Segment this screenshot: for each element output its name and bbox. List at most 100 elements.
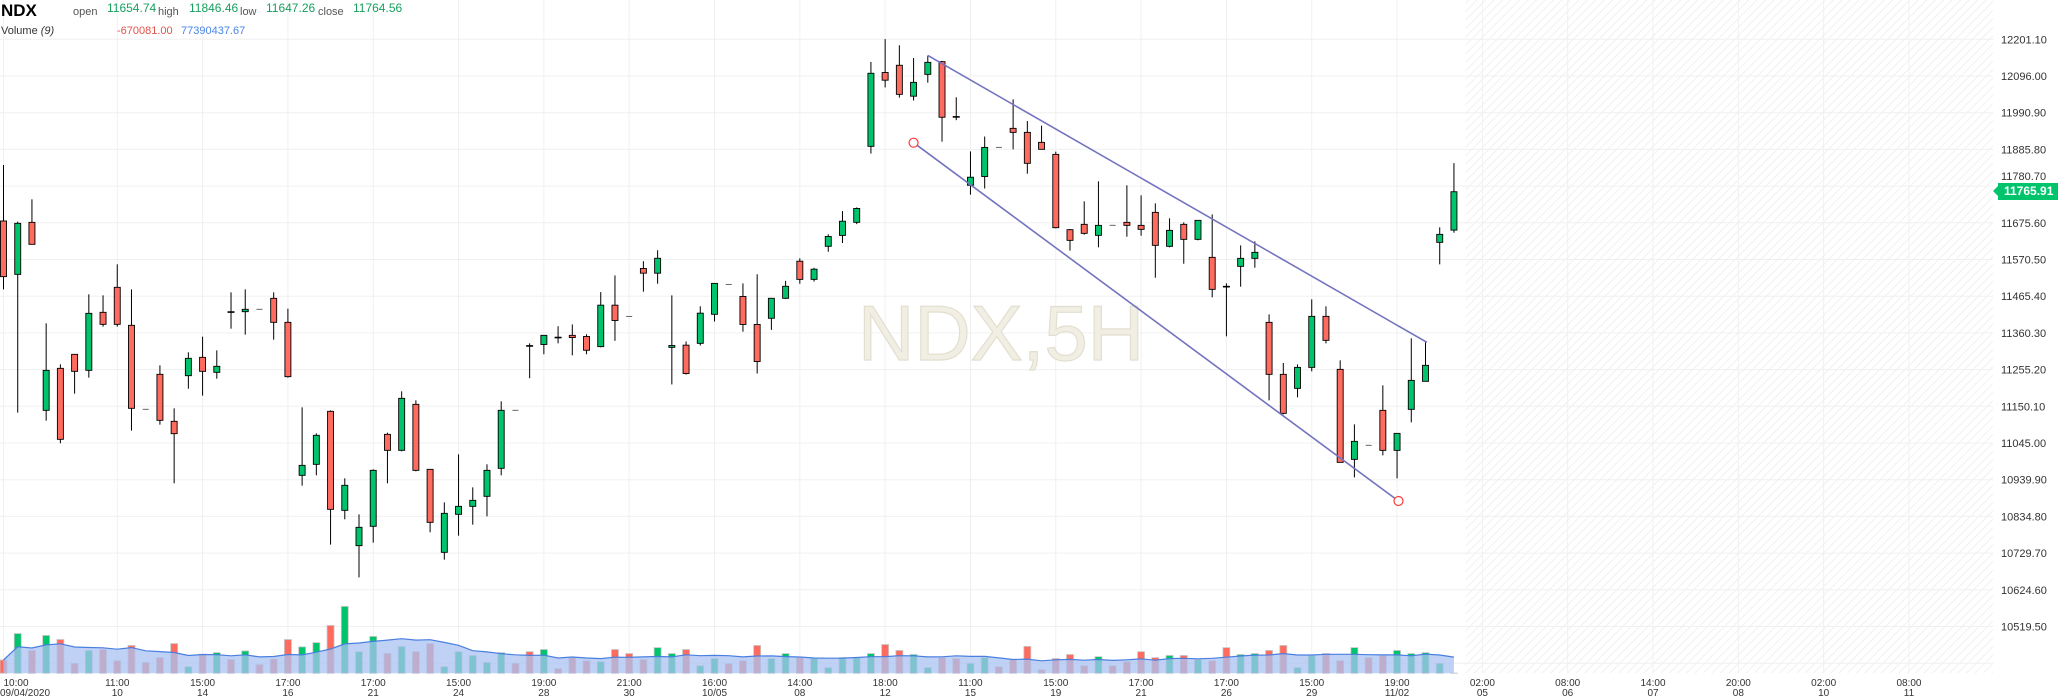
candle [42,323,50,421]
trendline[interactable] [913,142,1399,502]
candle [199,336,207,396]
candle [14,221,22,413]
date-axis-label: 12 [880,688,892,699]
candle [1379,385,1387,456]
price-axis-label: 11255.20 [2001,365,2046,377]
candle [298,407,306,486]
candle [1279,363,1287,415]
candle [1237,245,1245,287]
candle [924,55,932,83]
candle-body [1436,233,1444,243]
candle [1308,299,1316,372]
volume-ma-value: 77390437.67 [181,25,246,37]
candle-body [469,499,477,507]
candle [1151,203,1159,278]
candle [170,408,178,484]
candles [0,39,1458,578]
candle-body [938,61,946,118]
last-price-label: 11765.91 [1992,182,2059,200]
candle [853,207,861,225]
time-axis-label: 10:00 [4,678,29,689]
trendline-anchor-handle[interactable] [908,137,919,148]
candle [682,341,690,375]
candle [639,261,647,292]
candle-body [199,356,207,372]
candle-body [1023,131,1031,164]
candle-body [867,72,875,147]
candle-body [1094,224,1102,236]
candle-body [1080,223,1088,234]
candle [270,292,278,340]
date-axis-label: 21 [368,688,380,699]
date-axis-label: 24 [453,688,465,699]
open-label: open [73,6,98,18]
candle [128,289,135,431]
date-axis-label: 10/05 [702,688,727,699]
candle [327,410,335,545]
candle-body [1379,409,1387,451]
price-axis-label: 12096.00 [2001,71,2047,83]
date-axis-label: 07 [1647,688,1659,699]
candle-body [981,146,989,177]
candle [554,326,562,344]
candle-body [355,526,363,547]
time-axis-label: 18:00 [873,678,898,689]
date-axis-label: 10 [112,688,124,699]
candle-body [398,397,406,451]
price-axis-label: 11675.60 [2001,218,2046,230]
time-axis-label: 15:00 [446,678,471,689]
candle-body [1066,229,1074,241]
candle-body [853,208,861,223]
candle-body [824,236,832,247]
time-axis[interactable]: 10:0009/04/202011:001015:001417:001617:0… [0,678,1922,699]
volume-pane [0,606,1458,674]
price-axis-label: 11360.30 [2001,328,2046,340]
candle-body [1407,379,1415,410]
candle [952,97,960,121]
future-region [1465,0,1993,673]
price-axis-label: 11045.00 [2001,438,2046,450]
candle [1194,219,1202,241]
candle-body [895,64,903,95]
candle [28,199,36,245]
date-axis-label: 11/02 [1385,688,1410,699]
date-axis-label: 28 [538,688,550,699]
time-axis-label: 19:00 [1385,678,1410,689]
candle-body [639,268,647,274]
time-axis-label: 14:00 [787,678,812,689]
candle [355,514,363,578]
candle-body [56,367,64,440]
candle-body [682,344,690,374]
volume-value: -670081.00 [117,25,173,37]
candle-body [1393,432,1401,451]
price-axis-label: 12201.10 [2001,34,2047,46]
time-axis-label: 11:00 [105,678,130,689]
candle-body [753,323,761,362]
candle-body [170,420,178,435]
candle-body [312,434,320,465]
price-axis[interactable]: 12201.10 12096.00 11990.90 11885.80 11780.70… [2001,34,2047,633]
candle-body [1009,127,1017,133]
time-axis-label: 02:00 [1811,678,1836,689]
volume-indicator-label[interactable]: Volume (9) [1,25,54,37]
candle [739,283,747,332]
candle-body [1279,373,1287,414]
candle [1422,342,1429,382]
candle-body [42,369,50,411]
candle-body [412,403,420,471]
candle [412,400,420,472]
candle-body [924,61,932,75]
candle-body [696,312,704,344]
close-value: 11764.56 [353,1,403,15]
candle-body [1038,141,1046,150]
candle-body [739,295,747,325]
trendline-anchor-handle[interactable] [1393,495,1404,507]
trendline[interactable] [927,54,1428,344]
candle-body [767,297,775,319]
trendlines[interactable] [908,54,1428,507]
low-value: 11647.26 [266,1,316,15]
price-axis-label: 10939.90 [2001,475,2047,487]
candle-body [270,297,278,323]
candle [312,433,320,476]
